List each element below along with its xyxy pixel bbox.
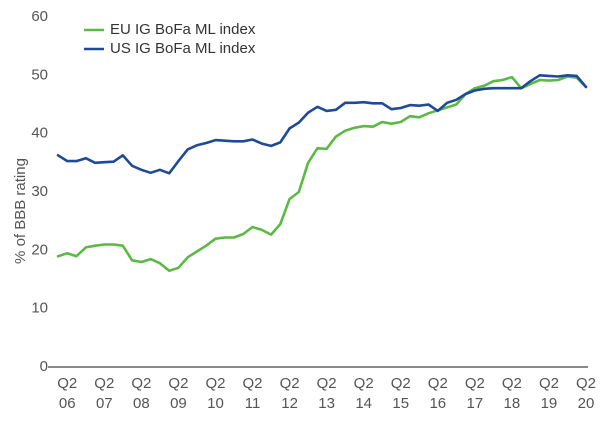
series-group (56, 74, 588, 273)
x-tick-label-year: 10 (207, 395, 224, 412)
x-tick-label-year: 08 (133, 395, 150, 412)
x-tick-label-quarter: Q2 (57, 375, 77, 392)
legend-label-eu: EU IG BoFa ML index (110, 21, 256, 38)
x-tick-label-quarter: Q2 (131, 375, 151, 392)
x-tick-label-year: 13 (318, 395, 335, 412)
y-tick-label: 40 (31, 125, 48, 142)
series-line-eu (56, 75, 588, 273)
x-tick-label-quarter: Q2 (539, 375, 559, 392)
x-tick-label-quarter: Q2 (94, 375, 114, 392)
x-tick-label-year: 07 (96, 395, 113, 412)
x-tick-label-quarter: Q2 (391, 375, 411, 392)
y-tick-labels: 0 10 20 30 40 50 60 (31, 8, 48, 375)
x-tick-label-year: 17 (466, 395, 483, 412)
y-tick-label: 60 (31, 8, 48, 25)
x-tick-label-year: 09 (170, 395, 187, 412)
x-tick-label-quarter: Q2 (168, 375, 188, 392)
x-tick-label-year: 14 (355, 395, 372, 412)
y-axis-label-group: % of BBB rating (12, 158, 29, 264)
x-tick-label-year: 11 (245, 395, 261, 412)
y-tick-label: 10 (31, 300, 48, 317)
x-tick-label-quarter: Q2 (465, 375, 485, 392)
x-tick-label-quarter: Q2 (576, 375, 596, 392)
x-tick-label-year: 20 (578, 395, 595, 412)
x-tick-label-year: 19 (541, 395, 558, 412)
x-tick-label-year: 06 (59, 395, 76, 412)
x-tick-label-quarter: Q2 (280, 375, 300, 392)
y-axis-label: % of BBB rating (12, 158, 29, 264)
x-tick-label-year: 16 (429, 395, 446, 412)
x-tick-label-quarter: Q2 (502, 375, 522, 392)
y-tick-label: 0 (40, 358, 48, 375)
x-tick-label-quarter: Q2 (428, 375, 448, 392)
x-tick-labels: Q2 06 Q2 07 Q2 08 Q2 09 Q2 10 Q2 11 Q2 12 Q2 13 Q2 14 Q2 15… (57, 375, 596, 412)
x-tick-label-quarter: Q2 (354, 375, 374, 392)
y-tick-label: 30 (31, 183, 48, 200)
x-tick-label-year: 12 (281, 395, 298, 412)
legend: EU IG BoFa ML index US IG BoFa ML index (84, 21, 256, 57)
x-tick-label-year: 15 (392, 395, 409, 412)
y-tick-label: 20 (31, 241, 48, 258)
x-tick-label-quarter: Q2 (317, 375, 337, 392)
series-line-us (56, 74, 588, 175)
legend-label-us: US IG BoFa ML index (110, 40, 256, 57)
y-tick-label: 50 (31, 66, 48, 83)
x-tick-label-quarter: Q2 (243, 375, 263, 392)
x-tick-label-year: 18 (504, 395, 521, 412)
x-tick-label-quarter: Q2 (205, 375, 225, 392)
